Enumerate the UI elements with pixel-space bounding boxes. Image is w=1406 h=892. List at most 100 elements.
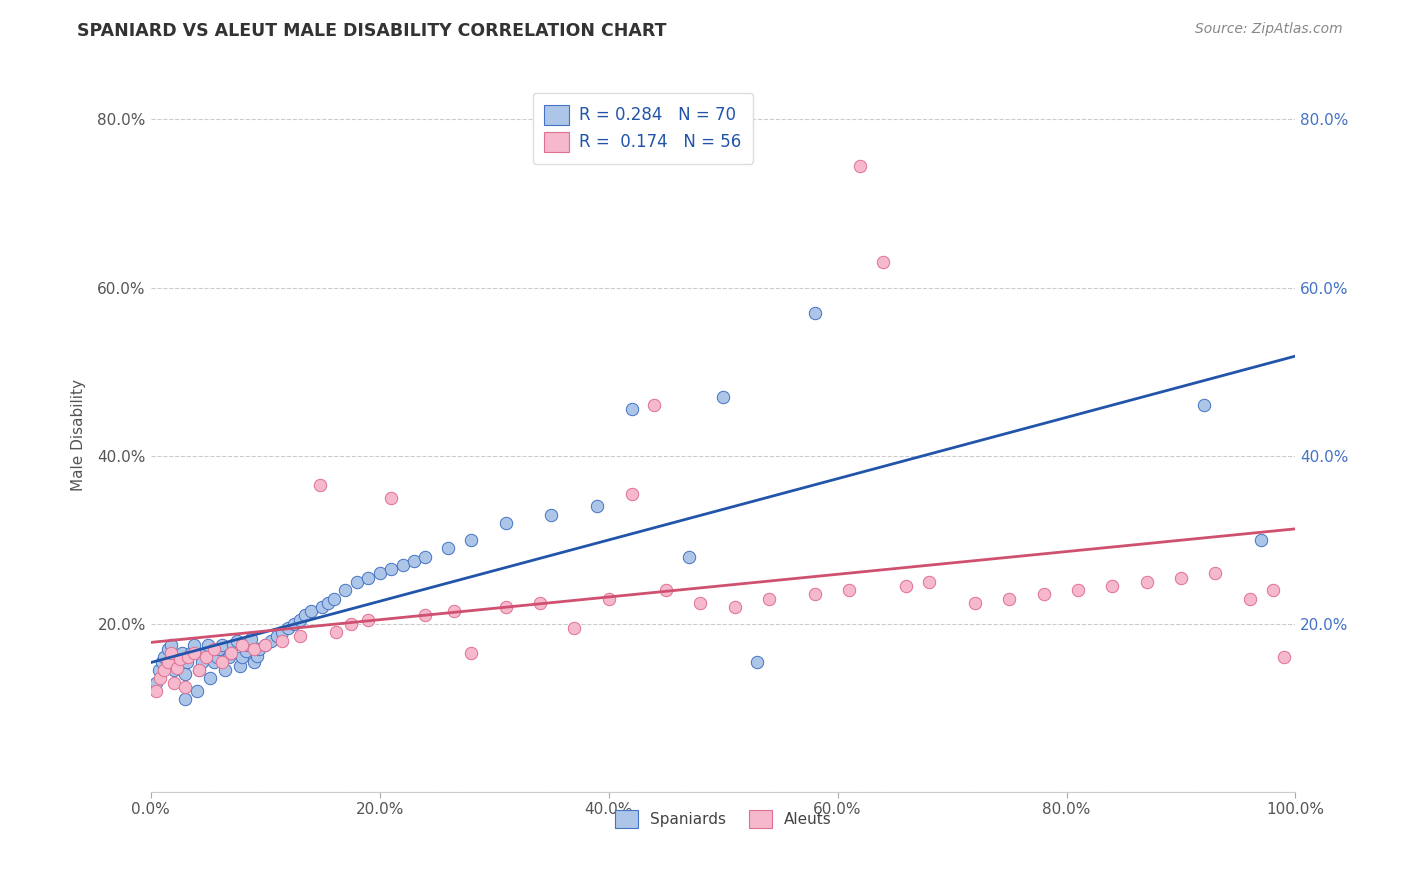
Point <box>758 591 780 606</box>
Point <box>254 638 277 652</box>
Point <box>169 650 191 665</box>
Point <box>153 663 176 677</box>
Point <box>219 646 242 660</box>
Point <box>1032 587 1054 601</box>
Point <box>191 655 214 669</box>
Point <box>170 646 193 660</box>
Text: Source: ZipAtlas.com: Source: ZipAtlas.com <box>1195 22 1343 37</box>
Text: SPANIARD VS ALEUT MALE DISABILITY CORRELATION CHART: SPANIARD VS ALEUT MALE DISABILITY CORREL… <box>77 22 666 40</box>
Y-axis label: Male Disability: Male Disability <box>72 379 86 491</box>
Point <box>145 684 167 698</box>
Point <box>655 583 678 598</box>
Point <box>460 646 482 660</box>
Point <box>415 549 437 564</box>
Point <box>803 587 825 601</box>
Point <box>166 660 188 674</box>
Point <box>747 655 769 669</box>
Point <box>187 663 209 677</box>
Point <box>316 596 339 610</box>
Point <box>963 596 986 610</box>
Point <box>208 642 231 657</box>
Point <box>249 642 271 657</box>
Point <box>186 684 208 698</box>
Point <box>838 583 860 598</box>
Point <box>254 638 277 652</box>
Point <box>231 650 253 665</box>
Point <box>1272 650 1295 665</box>
Point <box>242 655 264 669</box>
Point <box>160 646 183 660</box>
Point <box>1136 574 1159 589</box>
Point <box>437 541 460 556</box>
Point <box>1067 583 1090 598</box>
Point <box>340 616 363 631</box>
Point <box>998 591 1021 606</box>
Point <box>162 675 184 690</box>
Point <box>309 478 332 492</box>
Point <box>218 650 240 665</box>
Point <box>1204 566 1226 581</box>
Point <box>723 600 745 615</box>
Point <box>240 632 263 646</box>
Point <box>187 663 209 677</box>
Point <box>620 402 643 417</box>
Point <box>443 604 465 618</box>
Point <box>415 608 437 623</box>
Point <box>357 613 380 627</box>
Point <box>194 650 217 665</box>
Point <box>236 638 259 652</box>
Point <box>1239 591 1261 606</box>
Point <box>1261 583 1284 598</box>
Point <box>222 638 245 652</box>
Point <box>335 583 357 598</box>
Point <box>202 642 225 657</box>
Point <box>918 574 941 589</box>
Point <box>283 616 305 631</box>
Point <box>271 633 294 648</box>
Point <box>849 159 872 173</box>
Point <box>229 658 252 673</box>
Point <box>231 638 253 652</box>
Point <box>246 648 269 663</box>
Legend: Spaniards, Aleuts: Spaniards, Aleuts <box>609 804 838 834</box>
Point <box>174 692 197 706</box>
Point <box>165 655 187 669</box>
Point <box>896 579 918 593</box>
Point <box>540 508 562 522</box>
Point <box>391 558 413 572</box>
Point <box>145 675 167 690</box>
Point <box>495 516 517 530</box>
Point <box>148 663 170 677</box>
Point <box>176 655 198 669</box>
Point <box>1192 398 1215 412</box>
Point <box>219 646 242 660</box>
Point <box>562 621 585 635</box>
Point <box>177 650 200 665</box>
Point <box>214 663 236 677</box>
Point <box>153 650 176 665</box>
Point <box>299 604 322 618</box>
Point <box>288 613 311 627</box>
Point <box>1250 533 1272 547</box>
Point <box>325 625 347 640</box>
Point <box>311 600 333 615</box>
Point <box>169 652 191 666</box>
Point <box>380 562 402 576</box>
Point <box>149 672 172 686</box>
Point <box>294 608 316 623</box>
Point <box>288 630 311 644</box>
Point <box>202 655 225 669</box>
Point <box>174 667 197 681</box>
Point <box>643 398 665 412</box>
Point <box>260 633 283 648</box>
Point <box>620 486 643 500</box>
Point <box>211 638 233 652</box>
Point <box>194 646 217 660</box>
Point <box>160 638 183 652</box>
Point <box>156 642 179 657</box>
Point <box>368 566 391 581</box>
Point <box>156 655 179 669</box>
Point <box>711 390 734 404</box>
Point <box>235 644 257 658</box>
Point <box>803 306 825 320</box>
